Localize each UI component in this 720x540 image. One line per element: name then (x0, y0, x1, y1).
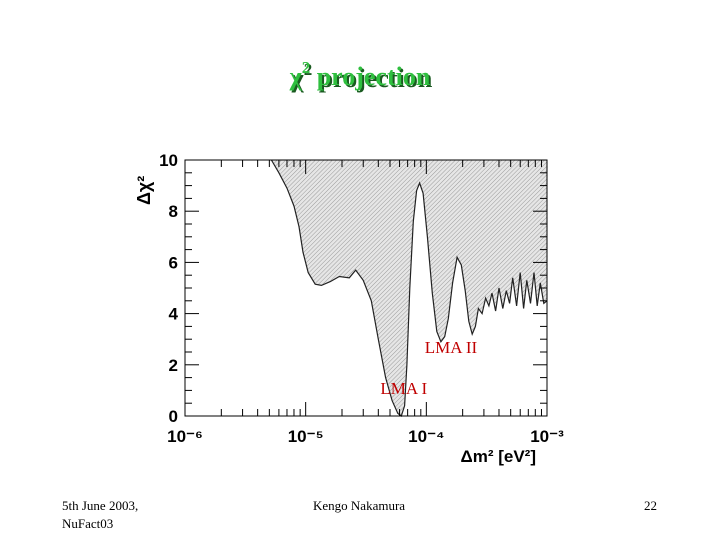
annotation-label: LMA I (380, 379, 427, 398)
y-tick-label: 8 (169, 202, 178, 221)
x-tick-label: 10⁻³ (530, 427, 564, 446)
footer-author: Kengo Nakamura (313, 498, 406, 513)
x-tick-label: 10⁻⁴ (408, 427, 444, 446)
title-chi-symbol: χ (289, 62, 302, 91)
annotation-label: LMA II (425, 338, 478, 357)
y-tick-label: 2 (169, 356, 178, 375)
y-axis-label: Δχ² (134, 176, 154, 205)
x-axis-label: Δm² [eV²] (461, 447, 537, 466)
footer-date: 5th June 2003, NuFact03 (62, 497, 202, 533)
x-tick-label: 10⁻⁵ (288, 427, 324, 446)
footer-event-text: NuFact03 (62, 516, 114, 531)
y-tick-label: 10 (159, 151, 178, 170)
y-tick-label: 0 (169, 407, 178, 426)
title-power: 2 (301, 58, 311, 77)
footer-date-text: 5th June 2003, (62, 498, 139, 513)
x-tick-label: 10⁻⁶ (167, 427, 203, 446)
slide-title: χ2 projection (0, 58, 720, 92)
delta-chi2-curve (270, 159, 548, 417)
title-word: projection (316, 62, 431, 91)
y-tick-label: 4 (169, 305, 179, 324)
y-tick-label: 6 (169, 253, 178, 272)
footer-page-number: 22 (644, 498, 657, 513)
